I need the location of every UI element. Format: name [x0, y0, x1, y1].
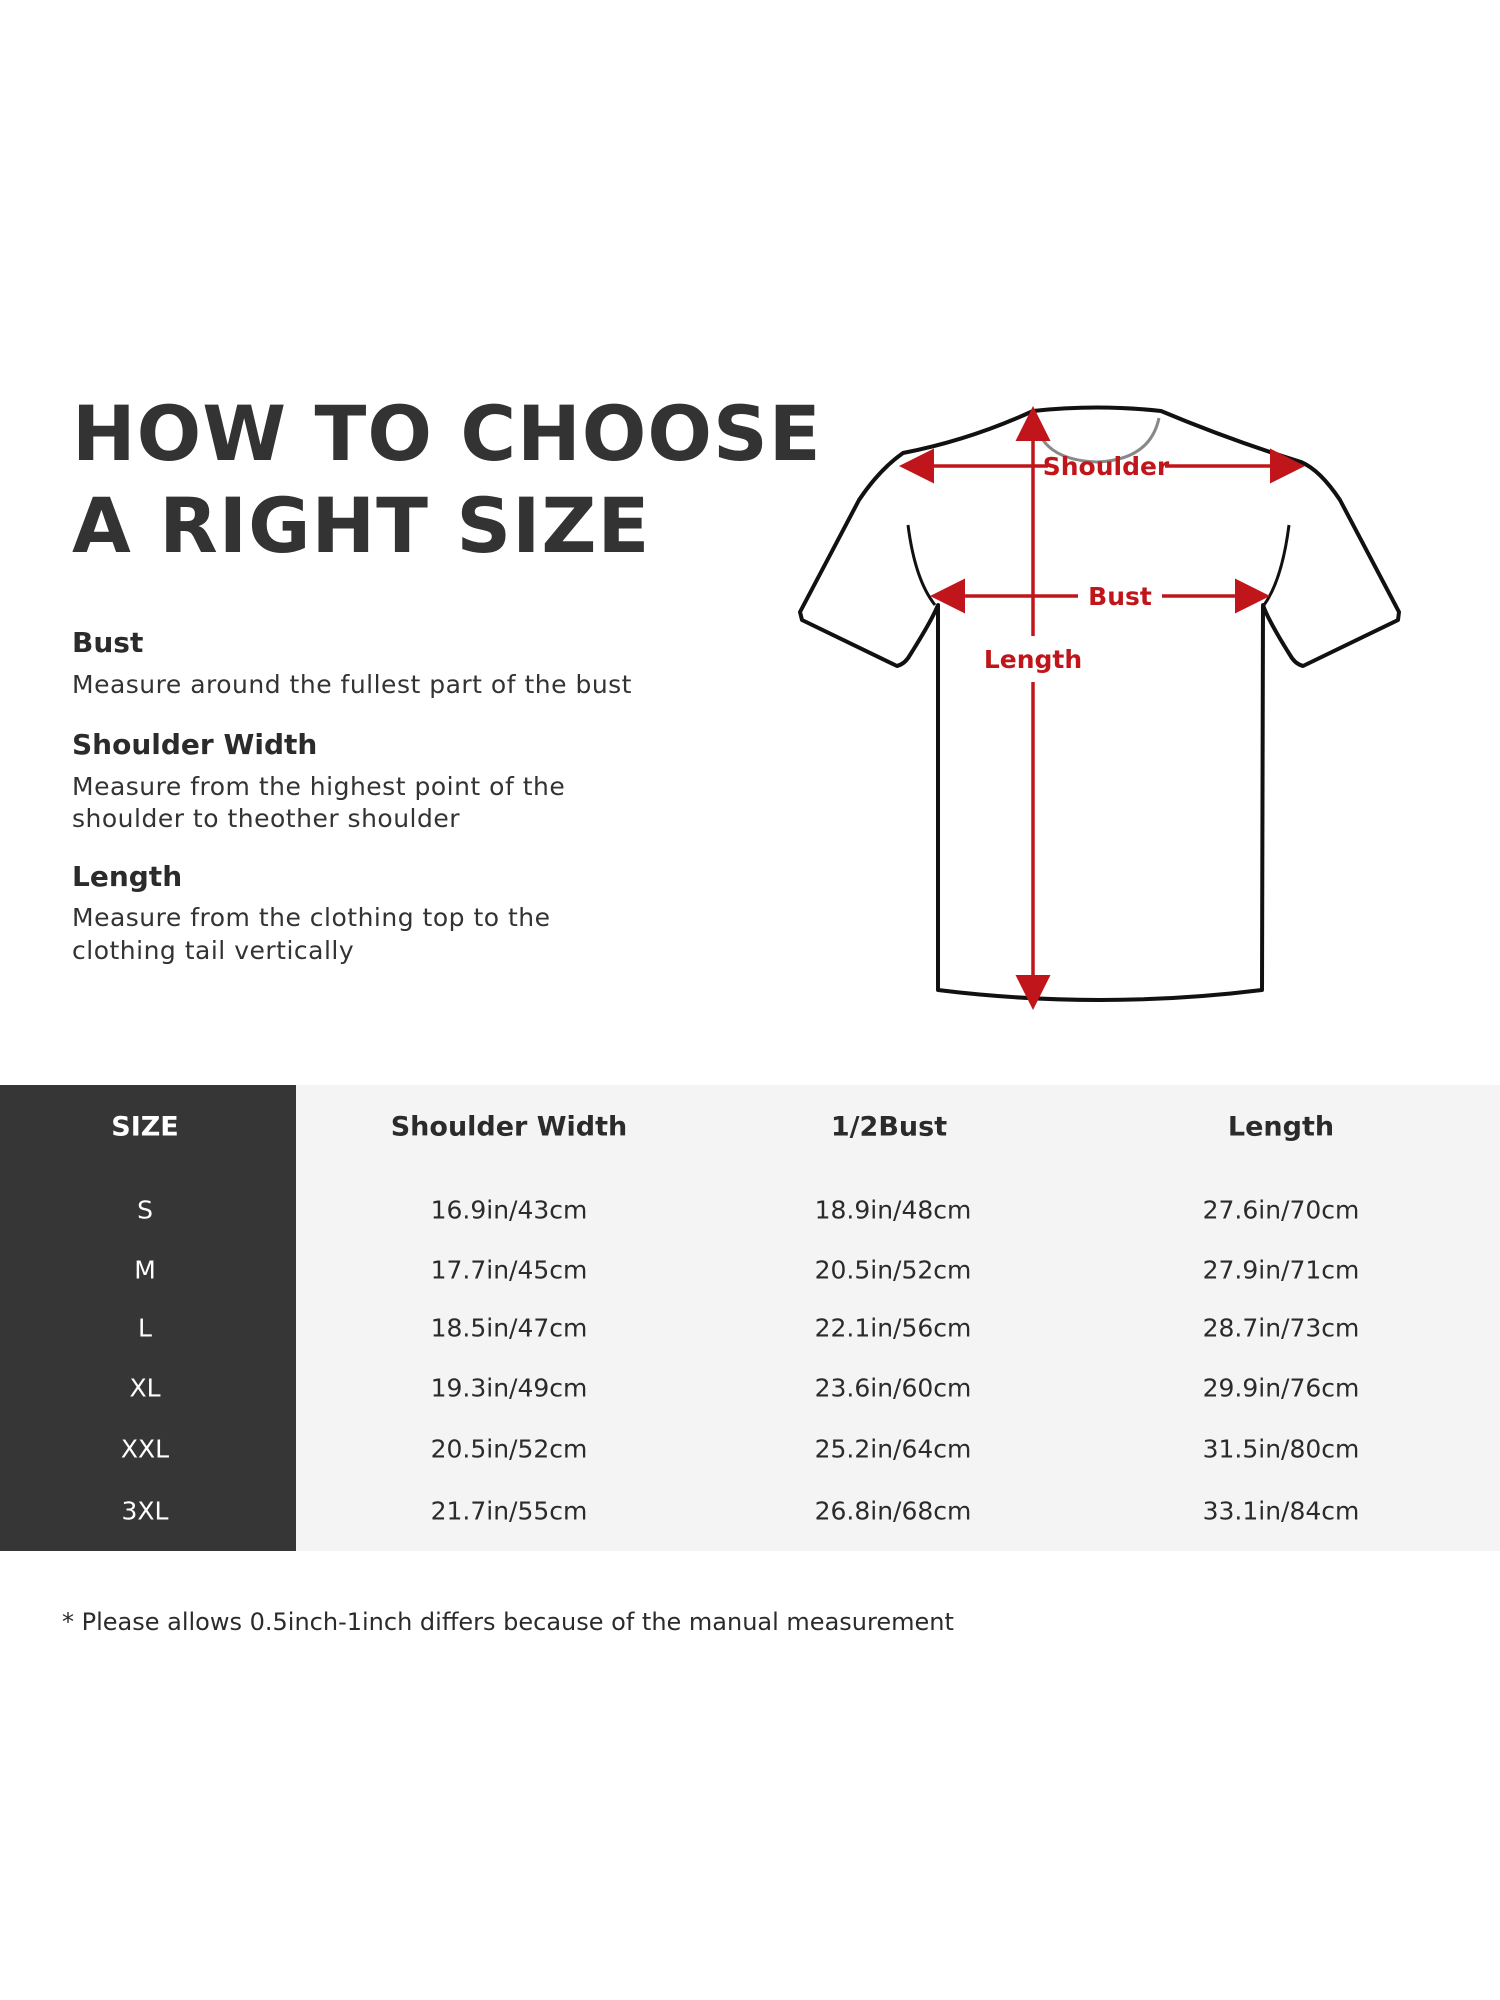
- table-cell: 20.5in/52cm: [430, 1434, 588, 1464]
- table-cell: 33.1in/84cm: [1202, 1496, 1360, 1526]
- table-cell: 27.9in/71cm: [1202, 1255, 1360, 1285]
- table-cell: 31.5in/80cm: [1202, 1434, 1360, 1464]
- header-size: SIZE: [111, 1111, 179, 1143]
- size-cell: L: [138, 1313, 152, 1343]
- tshirt-diagram: Shoulder Bust Length: [798, 405, 1401, 1010]
- size-table: SIZE S M L XL XXL 3XL Shoulder Width 1/2…: [0, 1085, 1500, 1551]
- title-line-1: HOW TO CHOOSE: [72, 389, 822, 478]
- table-cell: 19.3in/49cm: [430, 1373, 588, 1403]
- footnote: * Please allows 0.5inch-1inch differs be…: [62, 1608, 954, 1636]
- bust-description: Measure around the fullest part of the b…: [72, 670, 632, 699]
- shoulder-description-1: Measure from the highest point of the: [72, 772, 566, 801]
- table-cell: 29.9in/76cm: [1202, 1373, 1360, 1403]
- length-description-1: Measure from the clothing top to the: [72, 903, 551, 932]
- bust-heading: Bust: [72, 626, 144, 659]
- tshirt-outline: [798, 405, 1401, 1002]
- header-half-bust: 1/2Bust: [830, 1111, 948, 1143]
- table-cell: 22.1in/56cm: [814, 1313, 972, 1343]
- table-cell: 21.7in/55cm: [430, 1496, 588, 1526]
- shoulder-description-2: shoulder to theother shoulder: [72, 804, 461, 833]
- table-cell: 26.8in/68cm: [814, 1496, 972, 1526]
- length-heading: Length: [72, 860, 183, 893]
- size-cell: S: [137, 1195, 153, 1225]
- table-cell: 16.9in/43cm: [430, 1195, 588, 1225]
- table-cell: 27.6in/70cm: [1202, 1195, 1360, 1225]
- table-cell: 18.5in/47cm: [430, 1313, 588, 1343]
- table-cell: 17.7in/45cm: [430, 1255, 588, 1285]
- table-cell: 25.2in/64cm: [814, 1434, 972, 1464]
- bust-label: Bust: [1088, 582, 1152, 611]
- length-description-2: clothing tail vertically: [72, 936, 355, 965]
- header-shoulder-width: Shoulder Width: [390, 1111, 628, 1143]
- table-cell: 18.9in/48cm: [814, 1195, 972, 1225]
- table-cell: 20.5in/52cm: [814, 1255, 972, 1285]
- title-line-2: A RIGHT SIZE: [72, 481, 651, 570]
- shoulder-heading: Shoulder Width: [72, 728, 318, 761]
- size-cell: XL: [129, 1373, 161, 1403]
- shoulder-label: Shoulder: [1043, 452, 1170, 481]
- table-cell: 28.7in/73cm: [1202, 1313, 1360, 1343]
- table-cell: 23.6in/60cm: [814, 1373, 972, 1403]
- header-length: Length: [1227, 1111, 1335, 1143]
- size-column: SIZE S M L XL XXL 3XL: [0, 1085, 296, 1551]
- length-label: Length: [984, 645, 1082, 674]
- size-cell: XXL: [120, 1434, 170, 1464]
- page-title: HOW TO CHOOSE A RIGHT SIZE: [72, 388, 822, 572]
- size-cell: M: [134, 1255, 156, 1285]
- size-cell: 3XL: [121, 1496, 169, 1526]
